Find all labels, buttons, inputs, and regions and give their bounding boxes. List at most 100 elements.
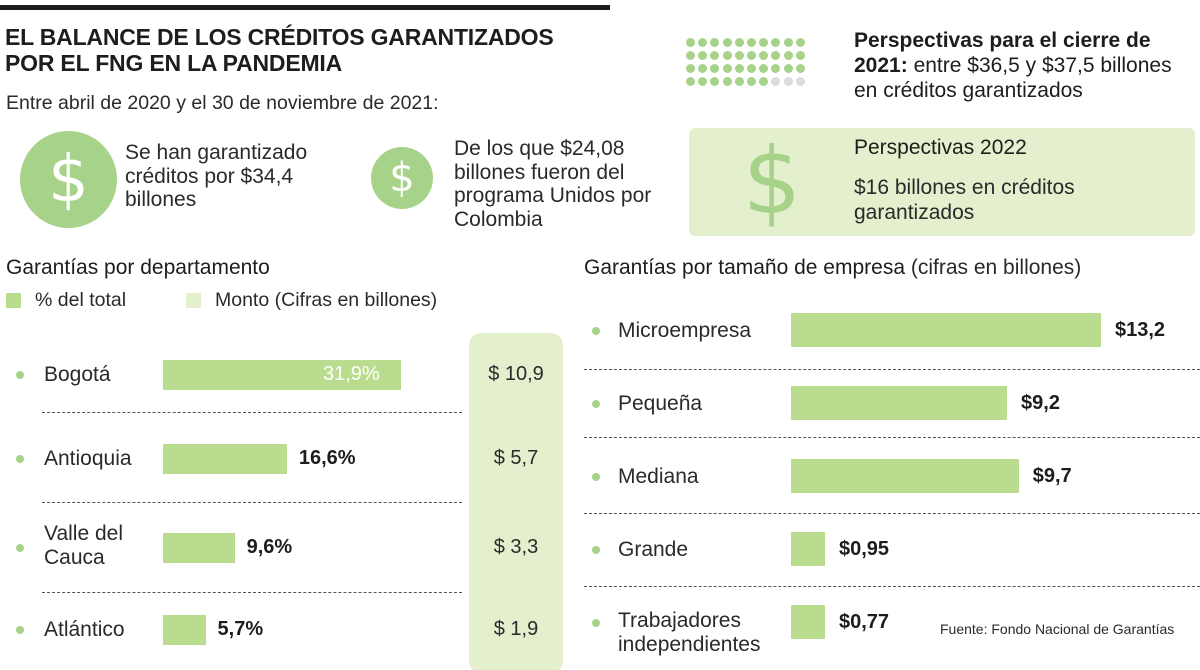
dots-row	[686, 77, 816, 90]
row-divider	[42, 502, 462, 503]
dollar-coin-small-icon: $	[371, 147, 433, 209]
perspective-2021-text: entre $36,5 y $37,5 billones en créditos…	[854, 54, 1172, 102]
dot-filled	[722, 38, 732, 47]
department-label: Bogotá	[44, 363, 111, 386]
perspective-2021-label: Perspectivas para el cierre de 2021:	[854, 29, 1151, 77]
perspective-2022-text: $16 billones en créditos garantizados	[854, 176, 1075, 224]
pct-label: 31,9%	[323, 363, 380, 385]
legend-monto-label: Monto (Cifras en billones)	[215, 289, 438, 311]
legend-monto-swatch	[186, 293, 201, 308]
dots-row	[686, 51, 816, 64]
dot-filled	[759, 38, 769, 47]
row-divider	[42, 412, 462, 413]
perspective-2022-box	[689, 128, 1195, 236]
dot-filled	[722, 64, 732, 73]
legend-monto: Monto (Cifras en billones)	[186, 289, 437, 312]
dot-filled	[698, 77, 708, 86]
bullet-marker	[16, 626, 24, 634]
pct-bar	[163, 533, 235, 563]
top-rule	[0, 5, 610, 10]
monto-value: $ 5,7	[493, 447, 539, 469]
row-divider	[42, 592, 462, 593]
dots-row	[686, 64, 816, 77]
dot-filled	[783, 51, 793, 60]
perspective-2021: Perspectivas para el cierre de 2021: ent…	[854, 28, 1194, 103]
dot-filled	[771, 38, 781, 47]
dot-filled	[771, 51, 781, 60]
progress-dots	[686, 38, 816, 90]
size-bar	[791, 459, 1019, 493]
dot-filled	[759, 77, 769, 86]
company-size-label: Trabajadores independientes	[618, 609, 761, 656]
dot-filled	[722, 77, 732, 86]
pct-bar	[163, 360, 401, 390]
dot-filled	[698, 64, 708, 73]
dot-filled	[686, 77, 695, 86]
size-bar	[791, 532, 825, 566]
dot-filled	[746, 64, 756, 73]
dot-filled	[759, 64, 769, 73]
pct-label: 5,7%	[217, 618, 264, 640]
dot-filled	[746, 38, 756, 47]
dot-pending	[795, 77, 805, 86]
pct-label: 16,6%	[298, 447, 356, 469]
bullet-marker	[16, 455, 24, 463]
department-chart-title: Garantías por departamento	[6, 256, 270, 279]
dot-filled	[783, 64, 793, 73]
dot-filled	[759, 51, 769, 60]
dot-filled	[795, 64, 805, 73]
dot-filled	[746, 77, 756, 86]
infographic-title: EL BALANCE DE LOS CRÉDITOS GARANTIZADOS …	[5, 24, 605, 76]
pct-label: 9,6%	[246, 536, 293, 558]
dollar-sign-icon: $	[742, 128, 802, 235]
bullet-marker	[592, 400, 600, 408]
dots-row	[686, 38, 816, 51]
size-value-label: $0,95	[839, 538, 890, 560]
pct-bar	[163, 444, 287, 474]
dot-filled	[746, 51, 756, 60]
dot-filled	[686, 51, 695, 60]
monto-value: $ 10,9	[488, 363, 544, 385]
size-bar	[791, 313, 1101, 347]
monto-column	[469, 333, 563, 670]
dot-filled	[734, 51, 744, 60]
dot-filled	[783, 38, 793, 47]
dot-filled	[795, 51, 805, 60]
size-bar	[791, 605, 825, 639]
monto-value: $ 1,9	[493, 618, 539, 640]
size-bar	[791, 386, 1008, 420]
monto-value: $ 3,3	[493, 536, 539, 558]
bullet-marker	[16, 544, 24, 552]
bullet-marker	[592, 619, 600, 627]
period-subtitle: Entre abril de 2020 y el 30 de noviembre…	[6, 92, 439, 114]
row-divider	[584, 513, 1200, 514]
bullet-marker	[592, 546, 600, 554]
bullet-marker	[16, 371, 24, 379]
dot-filled	[734, 77, 744, 86]
pct-bar	[163, 615, 206, 645]
stat-unidos-por-colombia: De los que $24,08 billones fueron del pr…	[454, 137, 652, 231]
dot-pending	[783, 77, 793, 86]
dot-pending	[771, 77, 781, 86]
title-line-2: POR EL FNG EN LA PANDEMIA	[5, 50, 343, 76]
dot-filled	[734, 64, 744, 73]
legend-pct: % del total	[6, 289, 126, 312]
legend-pct-swatch	[6, 293, 21, 308]
company-size-label: Microempresa	[618, 319, 752, 342]
dot-filled	[710, 38, 720, 47]
dot-filled	[686, 64, 695, 73]
company-size-label: Grande	[618, 538, 689, 561]
size-value-label: $9,2	[1021, 392, 1060, 414]
bullet-marker	[592, 327, 600, 335]
dot-filled	[722, 51, 732, 60]
dot-filled	[710, 77, 720, 86]
dot-filled	[795, 38, 805, 47]
row-divider	[584, 369, 1200, 370]
source-note: Fuente: Fondo Nacional de Garantías	[940, 621, 1175, 637]
legend-pct-label: % del total	[35, 289, 127, 311]
company-size-label: Pequeña	[618, 392, 703, 415]
perspective-2022-title: Perspectivas 2022	[854, 136, 1027, 159]
company-size-title-note: (cifras en billones)	[910, 256, 1082, 279]
dollar-coin-icon: $	[20, 131, 117, 228]
dot-filled	[710, 51, 720, 60]
